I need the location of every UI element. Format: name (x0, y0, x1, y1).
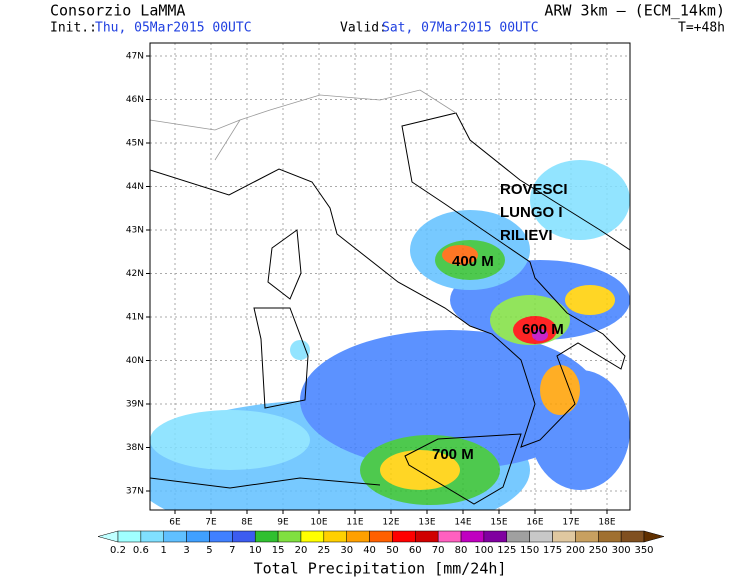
colorbar-box (232, 530, 256, 543)
colorbar-box (575, 530, 599, 543)
colorbar-label: 150 (520, 545, 539, 556)
lat-label: 37N (126, 487, 144, 497)
colorbar-box (209, 530, 233, 543)
colorbar-label: 200 (566, 545, 585, 556)
lon-label: 14E (454, 518, 471, 528)
lon-label: 7E (205, 518, 217, 528)
colorbar-box (392, 530, 416, 543)
lat-label: 40N (126, 356, 144, 366)
colorbar-box (254, 530, 279, 543)
colorbar-box (598, 530, 622, 543)
colorbar-label: 7 (229, 545, 235, 556)
lon-label: 8E (241, 518, 253, 528)
init-label: Init.: (50, 21, 97, 36)
lead-time: T=+48h (678, 21, 725, 36)
colorbar-label: 250 (589, 545, 608, 556)
lat-label: 46N (126, 95, 144, 105)
annotation: 700 M (432, 446, 474, 463)
colorbar-box (552, 530, 576, 543)
colorbar-label: 80 (455, 545, 468, 556)
lat-label: 42N (126, 269, 144, 279)
colorbar-label: 3 (183, 545, 189, 556)
valid-label: Valid: (340, 21, 387, 36)
colorbar-box (140, 530, 164, 543)
colorbar-box (186, 530, 210, 543)
colorbar-label: 20 (295, 545, 308, 556)
colorbar-label: 70 (432, 545, 445, 556)
lon-label: 17E (562, 518, 579, 528)
colorbar-box (277, 530, 302, 543)
colorbar-box (369, 530, 393, 543)
annotation: 600 M (522, 321, 564, 338)
annotation: RILIEVI (500, 227, 553, 244)
annotation: 400 M (452, 253, 494, 270)
colorbar-label: 50 (386, 545, 399, 556)
colorbar-label: 25 (317, 545, 330, 556)
annotation: ROVESCI (500, 181, 568, 198)
lat-label: 41N (126, 313, 144, 323)
colorbar-label: 1 (161, 545, 167, 556)
colorbar-box (323, 530, 347, 543)
colorbar-end (643, 530, 665, 543)
lon-label: 15E (490, 518, 507, 528)
init-date: Thu, 05Mar2015 00UTC (95, 21, 252, 36)
lon-label: 9E (277, 518, 289, 528)
colorbar-label: 0.2 (110, 545, 126, 556)
colorbar-label: 5 (206, 545, 212, 556)
colorbar-box (415, 530, 439, 543)
colorbar-label: 300 (612, 545, 631, 556)
lat-label: 43N (126, 226, 144, 236)
lon-label: 6E (169, 518, 181, 528)
coastlines (150, 112, 630, 505)
lat-label: 45N (126, 139, 144, 149)
lon-label: 13E (418, 518, 435, 528)
colorbar-label: 0.6 (133, 545, 149, 556)
colorbar-box (483, 530, 508, 543)
title: Consorzio LaMMA (50, 2, 185, 20)
colorbar-label: 60 (409, 545, 422, 556)
lat-label: 44N (126, 182, 144, 192)
colorbar-box (437, 530, 462, 543)
colorbar-box (346, 530, 370, 543)
map-frame (149, 42, 631, 511)
colorbar-box (620, 530, 645, 543)
lon-label: 16E (526, 518, 543, 528)
lon-label: 11E (346, 518, 363, 528)
colorbar-label: 40 (363, 545, 376, 556)
borders (150, 89, 457, 161)
precipitation (150, 160, 630, 510)
colorbar-box (529, 530, 553, 543)
colorbar-label: 350 (634, 545, 653, 556)
colorbar-label: 125 (497, 545, 516, 556)
annotation: LUNGO I (500, 204, 563, 221)
colorbar-box (163, 530, 187, 543)
model: ARW 3km – (ECM_14km) (544, 2, 725, 20)
colorbar-label: 10 (249, 545, 262, 556)
colorbar-label: 15 (272, 545, 285, 556)
colorbar-box (460, 530, 485, 543)
lat-label: 39N (126, 400, 144, 410)
colorbar-box (506, 530, 530, 543)
lon-label: 10E (310, 518, 327, 528)
colorbar-end (97, 530, 119, 543)
colorbar-box (117, 530, 142, 543)
colorbar-title: Total Precipitation [mm/24h] (254, 560, 507, 578)
lat-label: 47N (126, 52, 144, 62)
map (150, 43, 630, 510)
lon-label: 18E (598, 518, 615, 528)
valid-date: Sat, 07Mar2015 00UTC (382, 21, 539, 36)
lat-label: 38N (126, 443, 144, 453)
colorbar-label: 100 (474, 545, 493, 556)
lon-label: 12E (382, 518, 399, 528)
colorbar-box (300, 530, 325, 543)
colorbar-label: 30 (340, 545, 353, 556)
colorbar-label: 175 (543, 545, 562, 556)
